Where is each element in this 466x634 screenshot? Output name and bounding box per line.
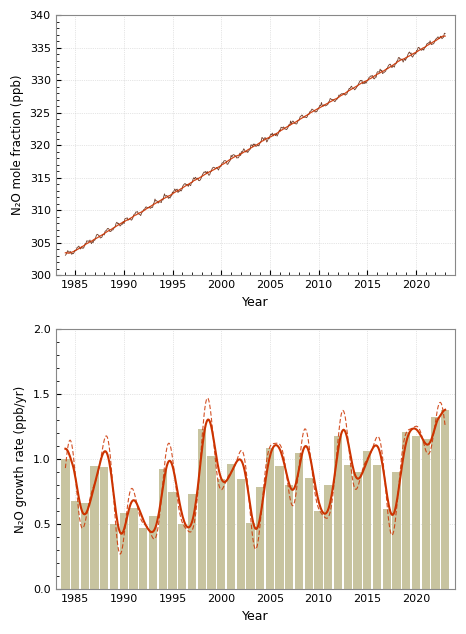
Bar [227,464,235,590]
Bar [363,451,371,590]
Bar [295,453,303,590]
Y-axis label: N₂O mole fraction (ppb): N₂O mole fraction (ppb) [11,75,24,216]
Bar [431,417,439,590]
Bar [100,467,109,590]
Bar [71,501,79,590]
Bar [324,485,332,590]
Bar [246,523,254,590]
Bar [441,410,449,590]
Bar [198,429,206,590]
Bar [343,465,352,590]
Bar [315,510,322,590]
Bar [158,469,167,590]
Bar [81,503,89,590]
Bar [61,458,69,590]
Bar [237,479,245,590]
Bar [139,528,147,590]
Bar [422,439,430,590]
Bar [392,472,401,590]
Bar [217,479,226,590]
Bar [178,524,186,590]
Bar [285,484,294,590]
Bar [383,509,391,590]
X-axis label: Year: Year [242,610,268,623]
Bar [373,465,381,590]
Bar [412,436,420,590]
Bar [168,491,177,590]
Bar [305,477,313,590]
Bar [266,448,274,590]
X-axis label: Year: Year [242,295,268,309]
Bar [334,436,342,590]
Bar [90,466,99,590]
Bar [149,516,157,590]
Bar [120,513,128,590]
Bar [130,508,137,590]
Bar [275,466,284,590]
Y-axis label: N₂O growth rate (ppb/yr): N₂O growth rate (ppb/yr) [14,385,27,533]
Bar [207,456,216,590]
Bar [353,472,362,590]
Bar [188,494,196,590]
Bar [402,432,411,590]
Bar [110,524,118,590]
Bar [256,487,264,590]
